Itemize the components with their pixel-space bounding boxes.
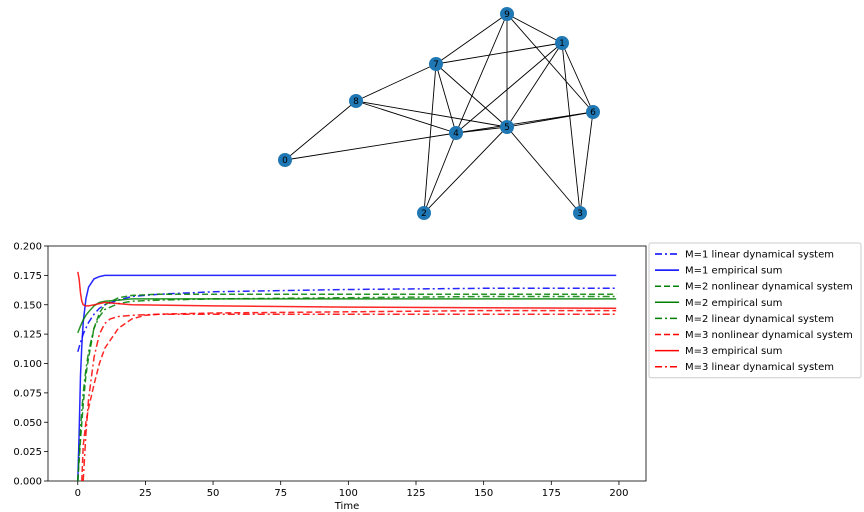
graph-node-label-0: 0 — [282, 156, 288, 166]
series-line-1 — [77, 274, 617, 482]
graph-edge-7-4 — [435, 63, 457, 134]
y-tick-label: 0.025 — [13, 447, 42, 458]
graph-edge-8-4 — [355, 100, 457, 134]
graph-node-label-8: 8 — [353, 97, 359, 107]
legend-label-0: M=1 linear dynamical system — [685, 250, 834, 261]
y-tick-label: 0.000 — [13, 477, 42, 488]
graph-node-6 — [586, 105, 600, 119]
graph-edge-5-2 — [423, 126, 508, 214]
y-tick-label: 0.125 — [13, 330, 42, 341]
graph-node-9 — [500, 7, 514, 21]
graph-node-5 — [500, 120, 514, 134]
graph-edge-9-1 — [506, 13, 563, 44]
graph-node-7 — [429, 57, 443, 71]
plot-area-frame — [47, 245, 647, 482]
graph-edge-8-5 — [355, 100, 508, 128]
series-line-6 — [77, 271, 617, 310]
series-line-3 — [77, 298, 617, 334]
graph-edge-8-0 — [284, 100, 357, 161]
x-tick-label: 175 — [542, 488, 561, 499]
graph-edge-6-3 — [579, 111, 594, 214]
legend-label-2: M=2 nonlinear dynamical system — [685, 282, 853, 293]
graph-node-label-6: 6 — [590, 108, 596, 118]
graph-edge-9-4 — [455, 13, 508, 134]
graph-edge-1-5 — [506, 42, 563, 128]
graph-edge-5-3 — [506, 126, 581, 214]
graph-node-label-1: 1 — [559, 39, 565, 49]
legend-label-3: M=2 empirical sum — [685, 298, 782, 309]
graph-edge-1-3 — [561, 42, 581, 214]
graph-edge-7-5 — [435, 63, 508, 128]
graph-edge-9-6 — [506, 13, 594, 113]
graph-edge-9-7 — [435, 13, 508, 65]
series-line-0 — [77, 287, 617, 353]
legend-label-1: M=1 empirical sum — [685, 266, 782, 277]
graph-node-label-2: 2 — [421, 209, 427, 219]
graph-node-0 — [278, 153, 292, 167]
legend-label-6: M=3 empirical sum — [685, 346, 782, 357]
y-tick-label: 0.150 — [13, 300, 42, 311]
y-tick-label: 0.100 — [13, 359, 42, 370]
series-line-2 — [77, 293, 617, 482]
graph-edge-4-2 — [423, 132, 457, 214]
x-tick-label: 100 — [339, 488, 358, 499]
graph-edge-1-7 — [435, 42, 563, 65]
x-tick-label: 150 — [474, 488, 493, 499]
graph-node-2 — [417, 206, 431, 220]
x-tick-label: 125 — [406, 488, 425, 499]
y-axis-ticks: 0.000 0.025 0.050 0.075 0.100 0.125 0.150 0.175… — [13, 242, 48, 488]
y-tick-label: 0.050 — [13, 418, 42, 429]
x-axis-ticks: 0 25 50 75 100 125 150 175 200 — [75, 481, 628, 499]
legend-frame — [648, 242, 862, 379]
graph-node-label-4: 4 — [453, 129, 459, 139]
graph-edge-4-0 — [284, 132, 457, 161]
x-tick-label: 75 — [274, 488, 287, 499]
network-graph: 9 1 7 8 6 5 4 0 2 3 — [278, 7, 600, 220]
graph-node-3 — [573, 206, 587, 220]
graph-nodes: 9 1 7 8 6 5 4 0 2 3 — [278, 7, 600, 220]
graph-edge-1-6 — [561, 42, 594, 113]
plot-series — [77, 271, 617, 482]
x-axis-title: Time — [334, 501, 359, 512]
graph-edge-7-2 — [423, 63, 437, 214]
legend-items: M=1 linear dynamical system M=1 empirical… — [655, 250, 853, 373]
graph-edge-5-6 — [506, 111, 594, 128]
graph-edges — [284, 13, 594, 214]
graph-edge-4-5 — [455, 126, 508, 134]
x-tick-label: 0 — [75, 488, 81, 499]
legend-label-4: M=2 linear dynamical system — [685, 314, 834, 325]
x-tick-label: 50 — [207, 488, 220, 499]
graph-edge-1-4 — [455, 42, 563, 134]
graph-node-label-3: 3 — [577, 209, 583, 219]
y-tick-label: 0.175 — [13, 271, 42, 282]
graph-node-label-7: 7 — [433, 60, 439, 70]
x-tick-label: 200 — [609, 488, 628, 499]
y-tick-label: 0.200 — [13, 242, 42, 253]
y-tick-label: 0.075 — [13, 388, 42, 399]
line-chart: 0.000 0.025 0.050 0.075 0.100 0.125 0.150 0.175… — [13, 242, 647, 512]
legend: M=1 linear dynamical system M=1 empirical… — [648, 242, 862, 379]
legend-label-5: M=3 nonlinear dynamical system — [685, 330, 853, 341]
legend-label-7: M=3 linear dynamical system — [685, 362, 834, 373]
graph-node-8 — [349, 94, 363, 108]
graph-edge-4-6 — [455, 111, 594, 134]
series-line-4 — [77, 295, 617, 482]
series-line-5 — [81, 309, 617, 482]
graph-node-1 — [555, 36, 569, 50]
graph-node-4 — [449, 126, 463, 140]
graph-edge-7-8 — [355, 63, 437, 102]
graph-node-label-5: 5 — [504, 123, 510, 133]
x-tick-label: 25 — [139, 488, 152, 499]
series-line-7 — [82, 313, 617, 482]
graph-node-label-9: 9 — [504, 10, 510, 20]
